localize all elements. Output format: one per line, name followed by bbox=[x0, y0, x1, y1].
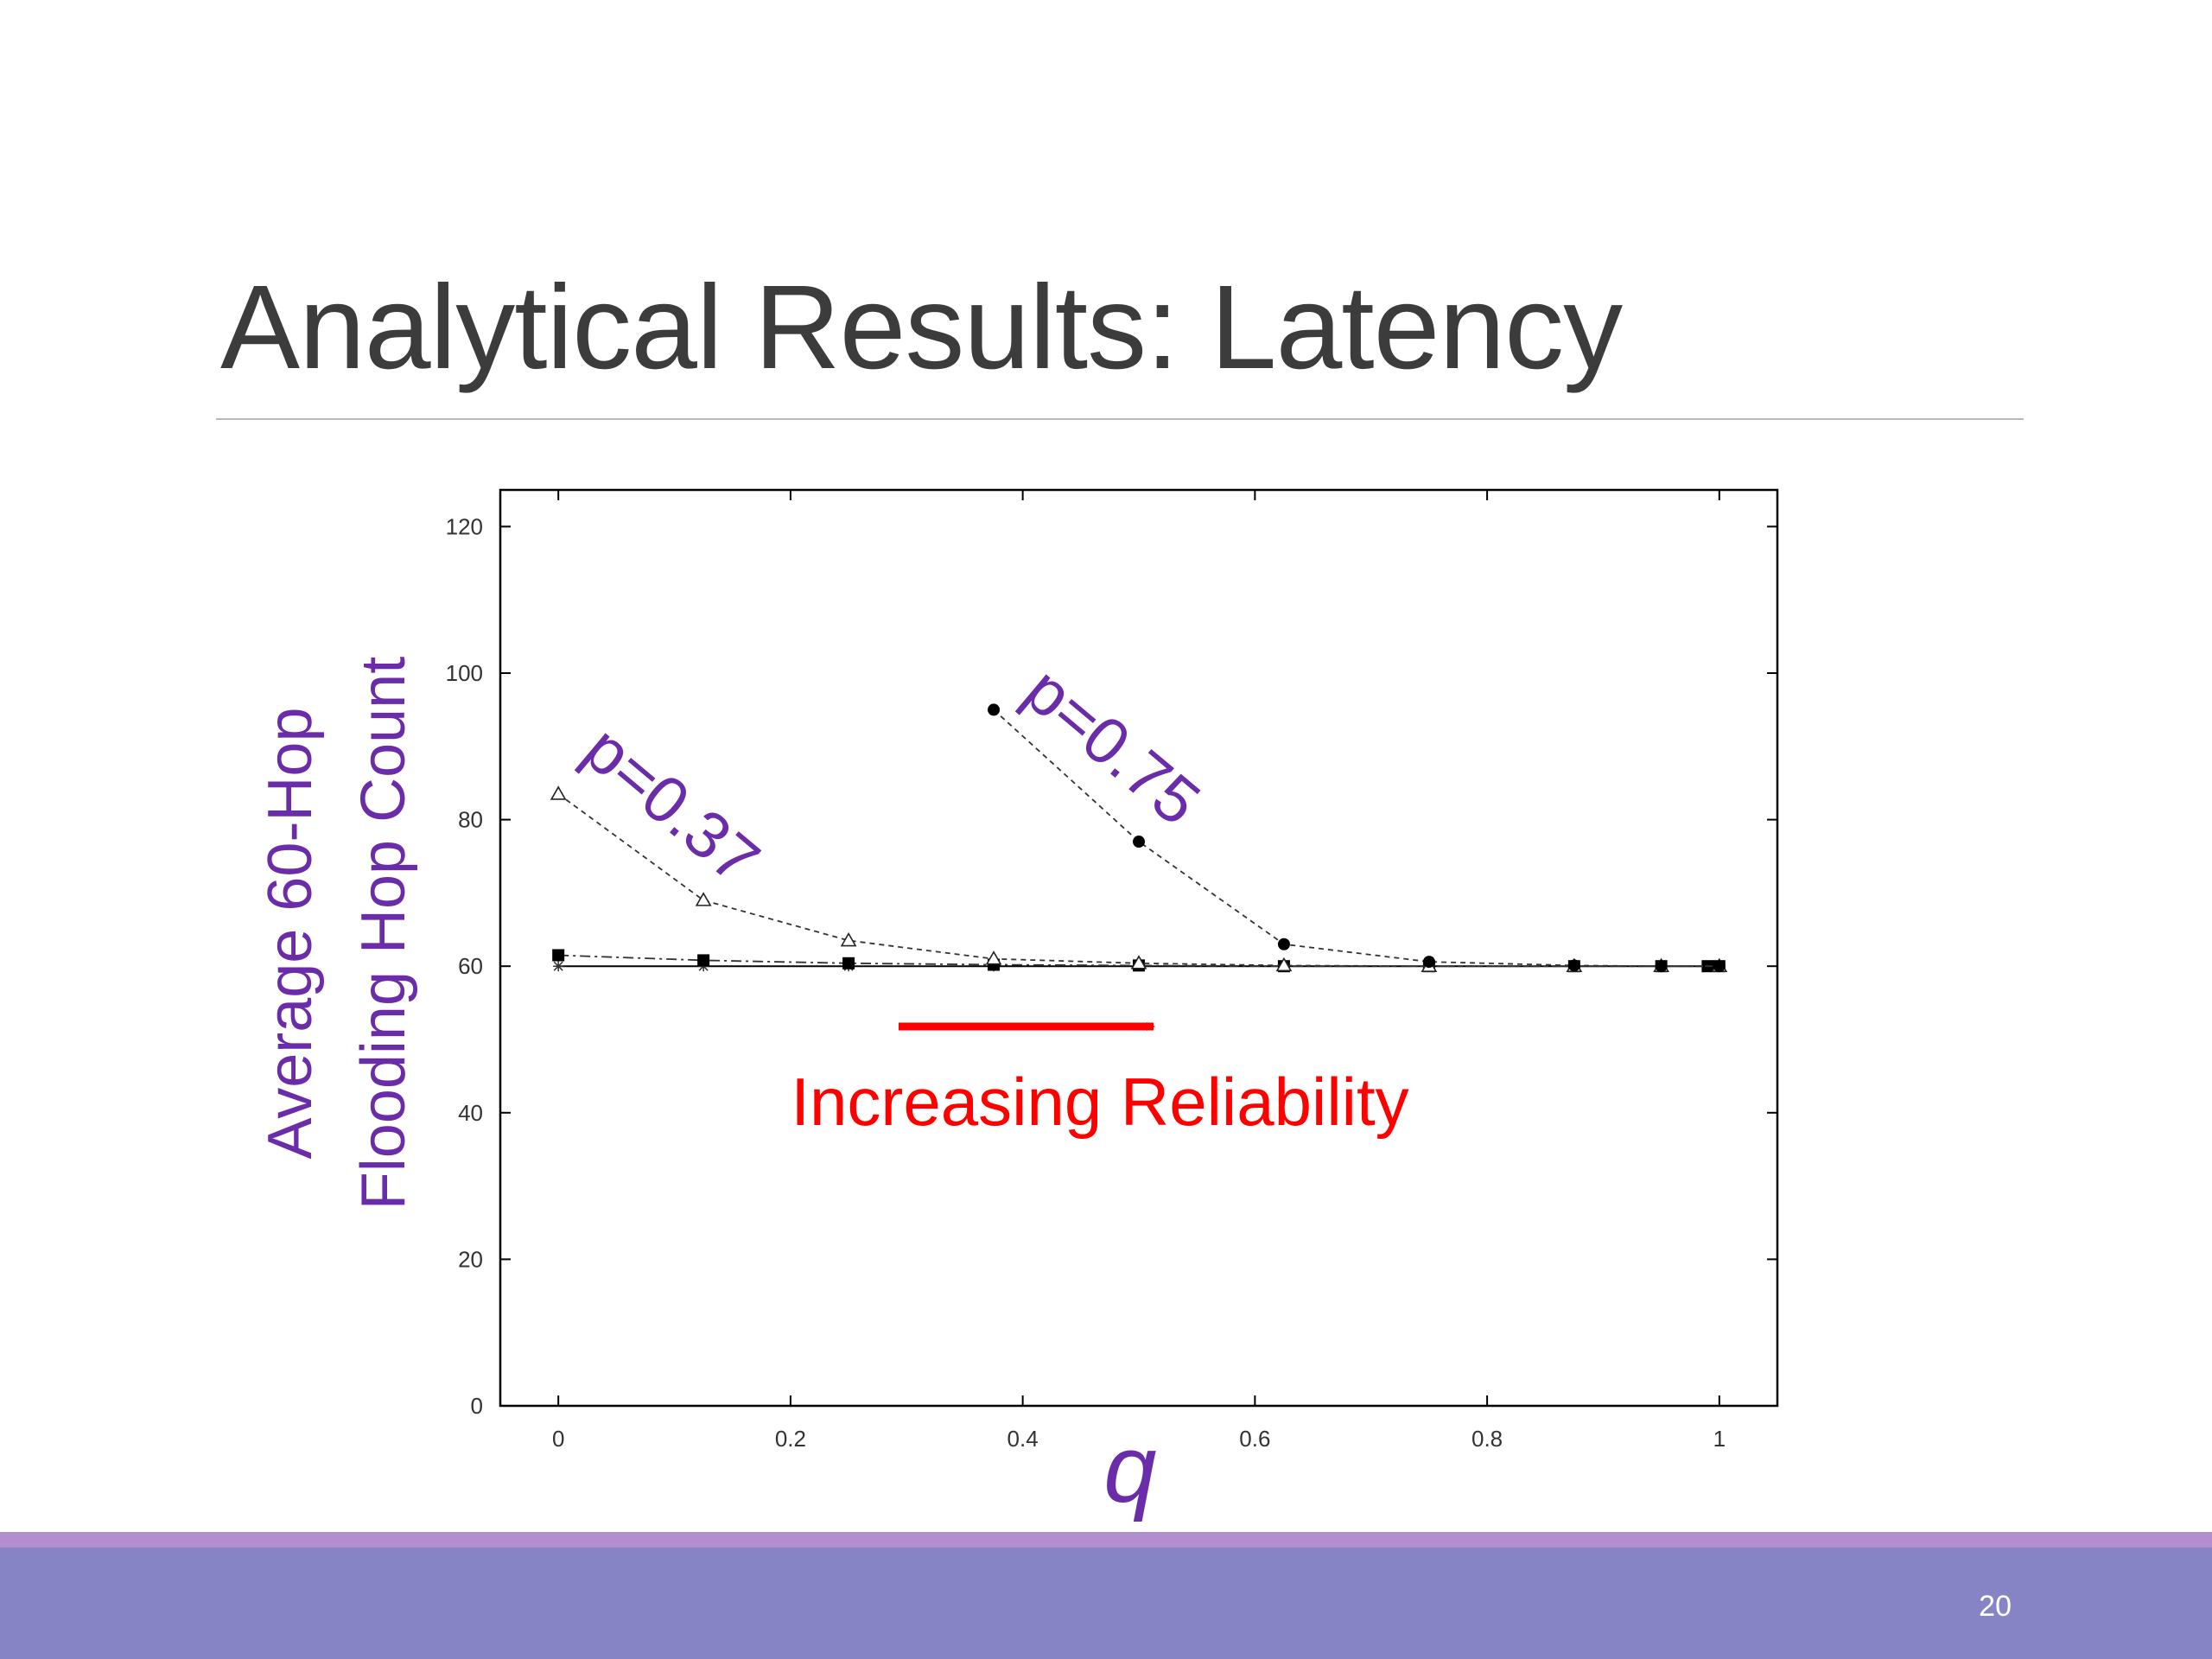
footer-band bbox=[0, 1548, 2212, 1659]
y-tick-label: 60 bbox=[458, 953, 483, 979]
data-point-series-2 bbox=[1655, 960, 1668, 973]
x-axis-label: q bbox=[1103, 1416, 1156, 1522]
y-tick-label: 40 bbox=[458, 1100, 483, 1126]
data-point-series-3 bbox=[842, 957, 855, 969]
data-point-series-2 bbox=[1422, 956, 1435, 969]
title-divider bbox=[216, 418, 2024, 420]
slide-title: Analytical Results: Latency bbox=[220, 261, 1623, 394]
y-tick-label: 80 bbox=[458, 807, 483, 833]
data-point-series-2 bbox=[1277, 938, 1290, 950]
data-point-series-1 bbox=[1130, 955, 1147, 969]
x-tick-label: 1 bbox=[1713, 1426, 1726, 1452]
page-number: 20 bbox=[1979, 1590, 2012, 1623]
y-tick-label: 0 bbox=[471, 1393, 483, 1419]
y-axis-label: Average 60-Hop Flooding Hop Count bbox=[256, 657, 418, 1210]
x-tick-label: 0.4 bbox=[1007, 1426, 1039, 1452]
data-point-series-1 bbox=[695, 892, 712, 906]
data-point-series-3 bbox=[552, 949, 565, 962]
y-tick-label: 100 bbox=[446, 660, 483, 686]
data-point-series-1 bbox=[985, 950, 1002, 965]
footer-accent-bar bbox=[0, 1532, 2212, 1548]
data-point-series-3 bbox=[697, 954, 710, 967]
annotation-p037: p=0.37 bbox=[570, 712, 772, 899]
data-point-series-2 bbox=[1567, 959, 1580, 972]
data-point-series-2 bbox=[1133, 836, 1145, 849]
data-point-series-1 bbox=[550, 785, 567, 800]
x-tick-label: 0.6 bbox=[1239, 1426, 1270, 1452]
x-tick-label: 0.8 bbox=[1471, 1426, 1503, 1452]
plot-frame bbox=[499, 488, 1779, 1408]
y-axis-label-line-2: Flooding Hop Count bbox=[349, 657, 418, 1210]
axis-ticks: 0 0.2 0.4 0.6 0.8 1 0 20 40 60 80 100 120 bbox=[446, 490, 1777, 1452]
annotation-p075: p=0.75 bbox=[1011, 653, 1213, 840]
data-point-series-4 bbox=[553, 961, 564, 972]
series-layer bbox=[550, 703, 1728, 973]
data-point-series-2 bbox=[988, 703, 1001, 716]
data-point-series-2 bbox=[1713, 960, 1726, 973]
data-point-series-1 bbox=[1275, 957, 1293, 972]
increasing-reliability-label: Increasing Reliability bbox=[791, 1064, 1408, 1140]
x-tick-label: 0 bbox=[552, 1426, 564, 1452]
y-tick-label: 20 bbox=[458, 1246, 483, 1272]
x-tick-label: 0.2 bbox=[775, 1426, 806, 1452]
y-tick-label: 120 bbox=[446, 513, 483, 539]
series-line-1 bbox=[557, 793, 1719, 968]
y-axis-label-line-1: Average 60-Hop bbox=[256, 707, 325, 1159]
data-point-series-1 bbox=[840, 931, 857, 947]
